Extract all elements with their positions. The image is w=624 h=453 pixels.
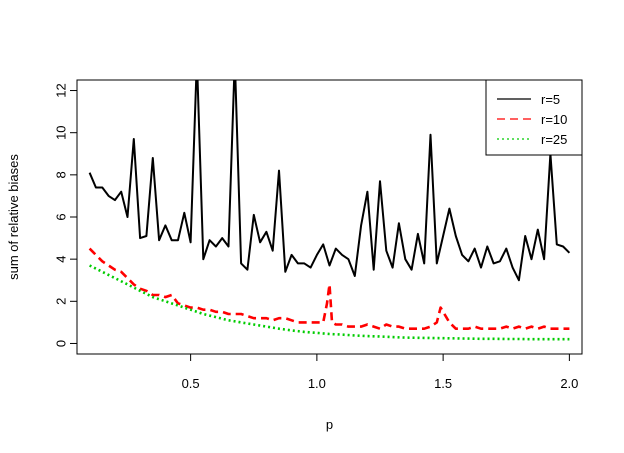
x-tick-label: 2.0 xyxy=(560,376,578,391)
legend: r=5 r=10 r=25 xyxy=(485,79,583,156)
series-line-r-25 xyxy=(89,264,570,341)
x-tick-label: 0.5 xyxy=(182,376,200,391)
y-tick-label: 10 xyxy=(53,125,68,139)
legend-label: r=25 xyxy=(541,132,567,147)
legend-label: r=5 xyxy=(541,92,560,107)
y-tick-label: 12 xyxy=(53,83,68,97)
y-tick-label: 0 xyxy=(53,340,68,347)
x-tick-label: 1.5 xyxy=(434,376,452,391)
y-tick-label: 6 xyxy=(53,213,68,220)
y-axis-label: sum of relative biases xyxy=(6,154,21,280)
x-axis-label: p xyxy=(326,417,333,432)
y-tick-label: 4 xyxy=(53,256,68,263)
series-layer xyxy=(88,80,571,341)
series-line-r-10 xyxy=(88,247,570,331)
y-tick-label: 2 xyxy=(53,298,68,305)
x-tick-label: 1.0 xyxy=(308,376,326,391)
x-axis: 0.5 1.0 1.5 2.0 xyxy=(182,353,578,391)
legend-box xyxy=(485,79,583,156)
y-axis: 0 2 4 6 8 10 12 xyxy=(53,83,78,347)
series-line-r-5 xyxy=(88,80,571,282)
y-tick-label: 8 xyxy=(53,171,68,178)
legend-label: r=10 xyxy=(541,112,567,127)
